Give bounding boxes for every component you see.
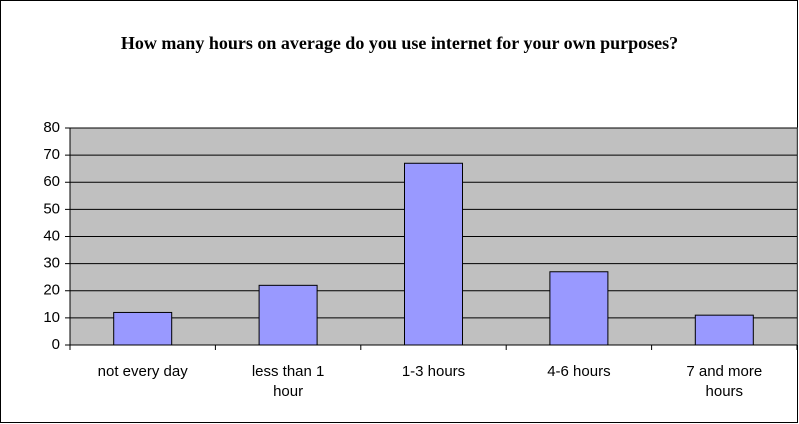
y-tick-label: 0	[52, 336, 60, 353]
bar	[694, 314, 754, 346]
bar	[258, 284, 318, 346]
chart-title: How many hours on average do you use int…	[120, 33, 679, 53]
bar	[113, 311, 173, 346]
y-tick-label: 50	[43, 200, 60, 217]
y-tick-label: 70	[43, 146, 60, 163]
bar	[404, 162, 463, 346]
y-tick-label: 80	[43, 119, 60, 136]
y-tick-label: 20	[43, 282, 60, 299]
bar	[549, 271, 609, 346]
x-tick-label: not every day	[97, 363, 188, 380]
x-tick-label: 1-3 hours	[401, 363, 466, 380]
y-tick-label: 10	[43, 309, 60, 326]
x-tick-label: 7 and more hours	[686, 363, 763, 400]
y-tick-label: 30	[43, 255, 60, 272]
x-tick-label: 4-6 hours	[547, 363, 611, 380]
y-tick-label: 60	[43, 173, 60, 190]
x-tick-label: less than 1 hour	[251, 363, 325, 400]
y-tick-label: 40	[43, 227, 60, 244]
